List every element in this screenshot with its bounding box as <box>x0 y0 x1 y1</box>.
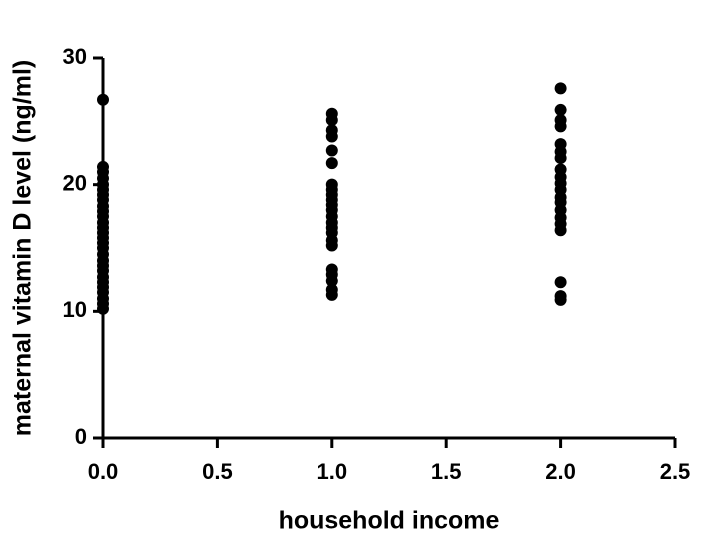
point <box>97 302 109 315</box>
point <box>325 114 338 127</box>
point <box>325 274 338 287</box>
point <box>554 103 567 116</box>
point <box>554 82 567 95</box>
point <box>554 120 567 133</box>
x-tick-label: 2.5 <box>660 459 691 484</box>
point <box>325 130 338 143</box>
x-tick-label: 0.5 <box>202 459 233 484</box>
x-tick-label: 1.5 <box>431 459 462 484</box>
point <box>554 224 567 237</box>
point <box>325 157 338 170</box>
point <box>325 144 338 157</box>
point <box>325 288 338 301</box>
y-axis-title: maternal vitamin D level (ng/ml) <box>9 60 37 437</box>
y-tick-label: 0 <box>75 424 87 449</box>
y-tick-label: 30 <box>63 44 87 69</box>
point <box>325 239 338 252</box>
point <box>97 93 109 106</box>
x-tick-label: 2.0 <box>545 459 576 484</box>
y-tick-label: 10 <box>63 297 87 322</box>
y-tick-label: 20 <box>63 170 87 195</box>
x-axis-title: household income <box>279 507 500 535</box>
x-tick-label: 0.0 <box>88 459 119 484</box>
point <box>554 276 567 289</box>
point <box>554 152 567 165</box>
point <box>554 293 567 306</box>
x-tick-label: 1.0 <box>317 459 348 484</box>
